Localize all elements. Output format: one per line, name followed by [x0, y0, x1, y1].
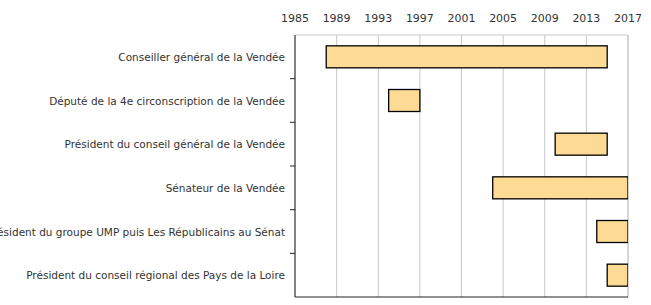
bar [607, 264, 628, 286]
x-axis [295, 297, 628, 298]
bar [555, 133, 607, 155]
bar [389, 90, 420, 112]
grid-line [586, 35, 587, 297]
right-frame [628, 35, 629, 297]
top-frame [295, 35, 628, 36]
row-tick [290, 122, 295, 123]
grid-line [544, 35, 545, 297]
category-label: Président du groupe UMP puis Les Républi… [0, 226, 285, 238]
chart-container: 1985 1989 1993 1997 2001 2005 2009 2013 2017 Cons… [0, 0, 651, 305]
x-tick-label: 2013 [572, 12, 600, 25]
bar [597, 221, 628, 243]
grid-line [461, 35, 462, 297]
x-tick-label: 1993 [364, 12, 392, 25]
grid-line [503, 35, 504, 297]
bar [326, 46, 607, 68]
row-tick [290, 166, 295, 167]
category-label: Président du conseil général de la Vendé… [65, 138, 285, 150]
chart-svg: 1985 1989 1993 1997 2001 2005 2009 2013 2017 Cons… [0, 0, 651, 305]
category-label: Député de la 4e circonscription de la Ve… [49, 95, 285, 107]
x-tick-label: 1989 [323, 12, 351, 25]
x-tick-label: 2017 [614, 12, 642, 25]
category-label: Président du conseil régional des Pays d… [26, 269, 285, 281]
grid-line [628, 35, 629, 297]
row-tick [290, 209, 295, 210]
x-tick-label: 2001 [448, 12, 476, 25]
category-label: Conseiller général de la Vendée [118, 51, 285, 63]
x-tick-label: 2009 [531, 12, 559, 25]
x-tick-label: 1997 [406, 12, 434, 25]
grid-line [378, 35, 379, 297]
x-tick-label: 2005 [489, 12, 517, 25]
category-label: Sénateur de la Vendée [166, 182, 285, 194]
x-tick-label: 1985 [281, 12, 309, 25]
grid-line [419, 35, 420, 297]
bar [493, 177, 628, 199]
grid-line [336, 35, 337, 297]
bars [326, 46, 628, 286]
row-tick [290, 78, 295, 79]
row-tick [290, 253, 295, 254]
